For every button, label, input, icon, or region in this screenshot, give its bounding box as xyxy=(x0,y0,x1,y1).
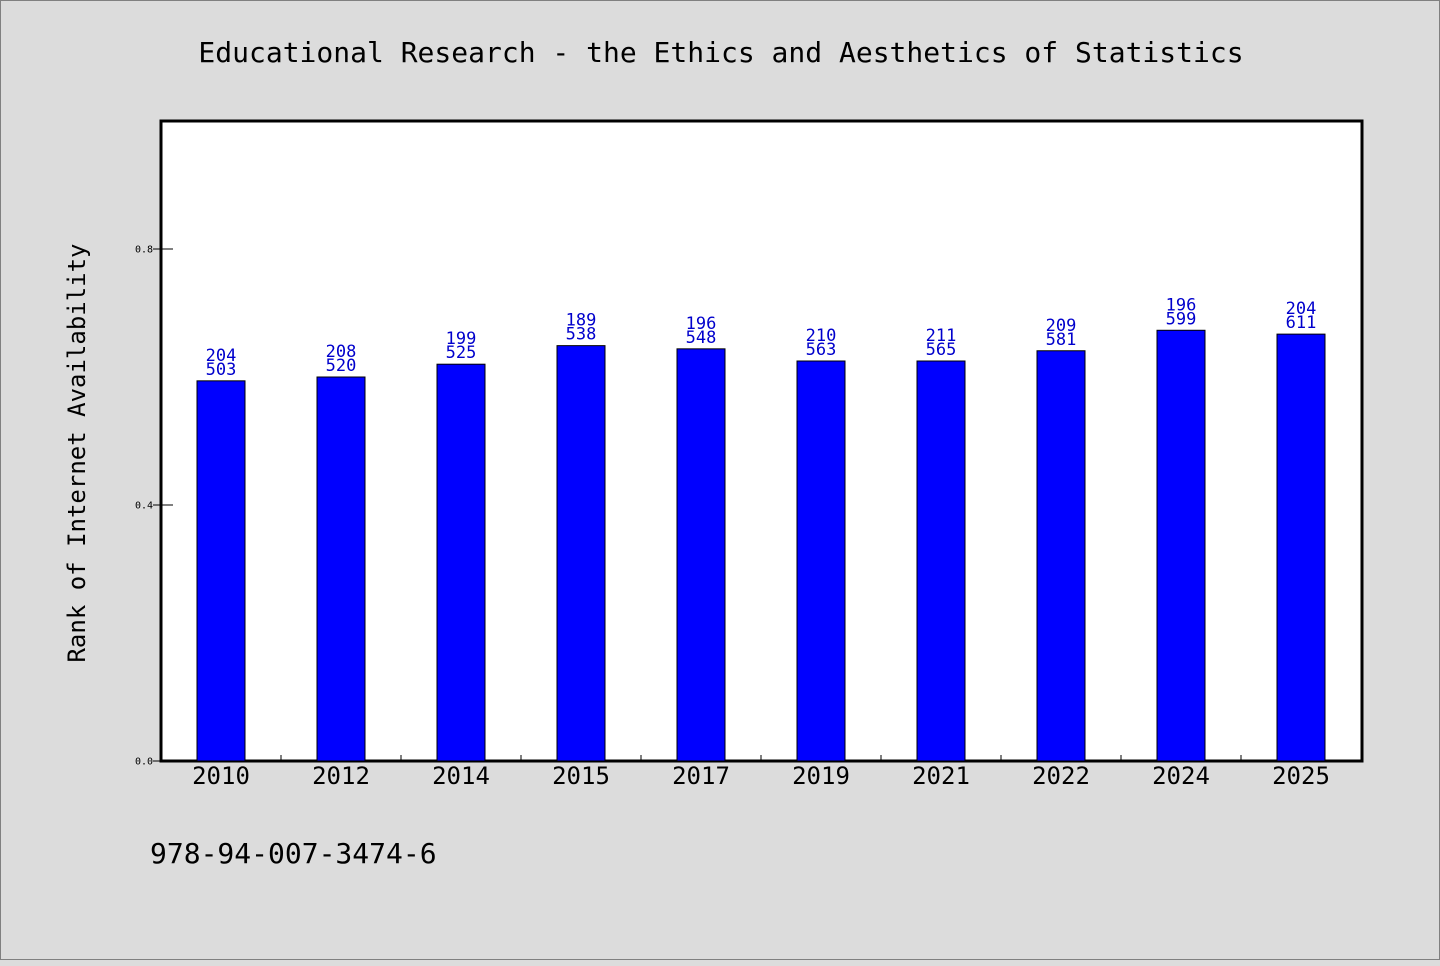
y-tick-label: 0.8 xyxy=(135,245,153,256)
bar-label-bottom-2010: 503 xyxy=(206,360,237,380)
bar-label-top-2022: 209 xyxy=(1046,316,1077,336)
y-tick-label: 0.4 xyxy=(135,501,153,512)
x-tick-label-2017: 2017 xyxy=(672,762,730,790)
y-axis-label: Rank of Internet Availability xyxy=(63,243,91,662)
bar-label-top-2015: 189 xyxy=(566,311,597,331)
bar-label-bottom-2024: 599 xyxy=(1166,309,1197,329)
x-tick-label-2021: 2021 xyxy=(912,762,970,790)
bar-label-bottom-2014: 525 xyxy=(446,343,477,363)
bar-2024 xyxy=(1156,329,1206,762)
x-tick-label-2025: 2025 xyxy=(1272,762,1330,790)
bar-2015 xyxy=(556,345,606,762)
x-tick-label-2014: 2014 xyxy=(432,762,490,790)
y-tick-label: 0.0 xyxy=(135,757,153,768)
bar-label-bottom-2017: 548 xyxy=(686,328,717,348)
bar-label-bottom-2021: 565 xyxy=(926,340,957,360)
isbn-footer: 978-94-007-3474-6 xyxy=(150,837,437,870)
bar-label-top-2024: 196 xyxy=(1166,295,1197,315)
bar-label-top-2010: 204 xyxy=(206,346,237,366)
bar-2021 xyxy=(916,360,966,762)
bar-label-top-2012: 208 xyxy=(326,342,357,362)
bar-2022 xyxy=(1036,350,1086,762)
bar-2012 xyxy=(316,376,366,762)
bar-label-top-2021: 211 xyxy=(926,326,957,346)
bar-2014 xyxy=(436,363,486,762)
ticks-layer: 0.0 0.4 0.8 2010 2012 2014 2015 2017 2019 2021 202… xyxy=(135,245,1330,791)
bar-label-bottom-2022: 581 xyxy=(1046,330,1077,350)
bar-label-top-2017: 196 xyxy=(686,314,717,334)
bar-label-bottom-2025: 611 xyxy=(1286,313,1317,333)
bar-2019 xyxy=(796,360,846,762)
bar-2017 xyxy=(676,348,726,762)
x-tick-label-2019: 2019 xyxy=(792,762,850,790)
x-tick-label-2024: 2024 xyxy=(1152,762,1210,790)
bar-label-top-2025: 204 xyxy=(1286,299,1317,319)
bar-label-bottom-2012: 520 xyxy=(326,356,357,376)
bar-label-bottom-2019: 563 xyxy=(806,340,837,360)
x-tick-label-2015: 2015 xyxy=(552,762,610,790)
bar-2010 xyxy=(196,380,246,762)
x-tick-label-2012: 2012 xyxy=(312,762,370,790)
bar-label-top-2019: 210 xyxy=(806,326,837,346)
bar-label-top-2014: 199 xyxy=(446,329,477,349)
bar-label-bottom-2015: 538 xyxy=(566,325,597,345)
bar-2025 xyxy=(1276,333,1326,762)
x-tick-label-2010: 2010 xyxy=(192,762,250,790)
x-tick-label-2022: 2022 xyxy=(1032,762,1090,790)
chart-title: Educational Research - the Ethics and Ae… xyxy=(198,36,1243,69)
